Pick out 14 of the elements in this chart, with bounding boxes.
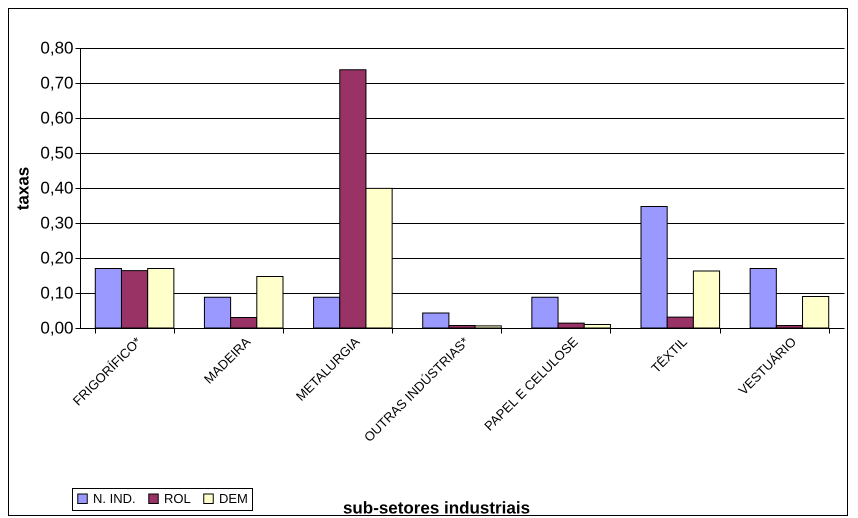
y-tick-label: 0,20 — [40, 248, 74, 268]
y-tick-label: 0,80 — [40, 38, 74, 58]
legend-label: N. IND. — [93, 490, 136, 506]
y-tick-label: 0,50 — [40, 144, 74, 162]
x-axis-title: sub-setores industriais — [342, 498, 530, 518]
y-tick-label: 0,70 — [40, 74, 74, 92]
y-tick-label: 0,40 — [40, 178, 74, 198]
y-tick-label: 0,00 — [40, 318, 74, 338]
y-axis-title: taxas — [13, 166, 32, 210]
y-tick-label: 0,60 — [40, 108, 74, 128]
legend-label: DEM — [219, 490, 248, 506]
y-tick-label: 0,10 — [40, 284, 74, 302]
y-tick-label: 0,30 — [40, 214, 74, 232]
legend-label: ROL — [164, 490, 191, 506]
